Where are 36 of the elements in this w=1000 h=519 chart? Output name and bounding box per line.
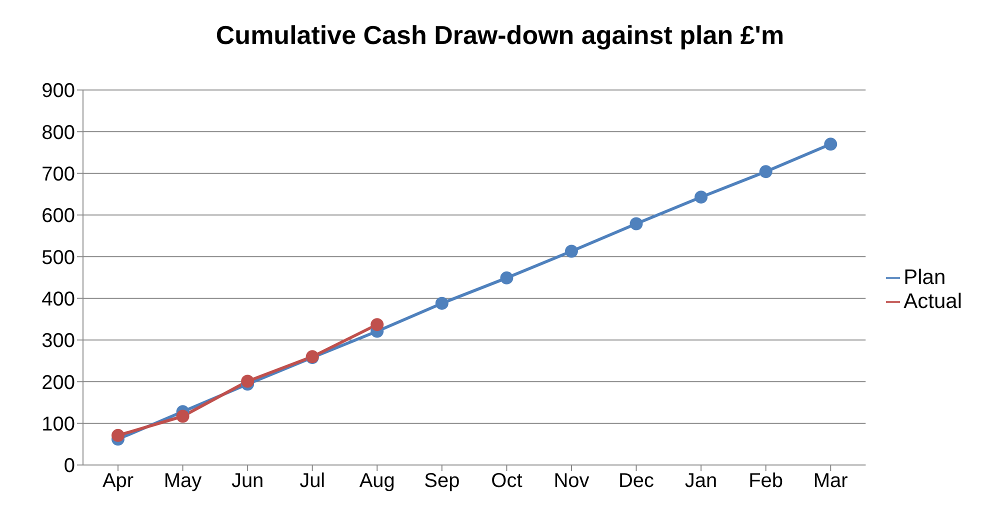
chart-title: Cumulative Cash Draw-down against plan £'m xyxy=(214,20,786,52)
x-tick-label: Jun xyxy=(231,470,264,492)
point xyxy=(176,410,190,423)
x-tick-label: Jan xyxy=(684,470,718,492)
y-tick-label: 800 xyxy=(42,122,75,144)
x-tick-label: Apr xyxy=(102,470,134,492)
point xyxy=(824,138,838,151)
x-tick-label: Sep xyxy=(424,470,460,492)
point xyxy=(630,217,643,230)
y-tick-label: 400 xyxy=(42,288,75,310)
y-tick-label: 300 xyxy=(42,330,75,352)
x-tick-label: Jul xyxy=(300,470,326,492)
point xyxy=(370,318,384,332)
point xyxy=(435,296,448,310)
point xyxy=(759,165,772,178)
x-tick-label: Oct xyxy=(491,470,523,492)
x-tick-label: Aug xyxy=(359,470,395,492)
x-tick-label: Feb xyxy=(748,470,784,492)
x-tick-label: Dec xyxy=(618,470,654,492)
legend-label: Actual xyxy=(904,290,962,313)
x-tick-label: Nov xyxy=(554,470,590,492)
point xyxy=(241,374,254,388)
point xyxy=(564,244,578,258)
point xyxy=(112,428,124,442)
y-tick-label: 200 xyxy=(42,372,75,394)
y-tick-label: 500 xyxy=(42,246,75,269)
y-tick-label: 0 xyxy=(64,455,75,478)
legend-label: Plan xyxy=(904,266,946,289)
y-tick-label: 900 xyxy=(42,80,75,102)
y-tick-label: 600 xyxy=(42,205,75,228)
y-tick-label: 100 xyxy=(42,413,75,436)
point xyxy=(500,271,514,284)
x-tick-label: May xyxy=(164,470,202,492)
x-tick-label: Mar xyxy=(813,470,848,492)
point xyxy=(694,190,708,204)
y-tick-label: 700 xyxy=(42,163,75,186)
